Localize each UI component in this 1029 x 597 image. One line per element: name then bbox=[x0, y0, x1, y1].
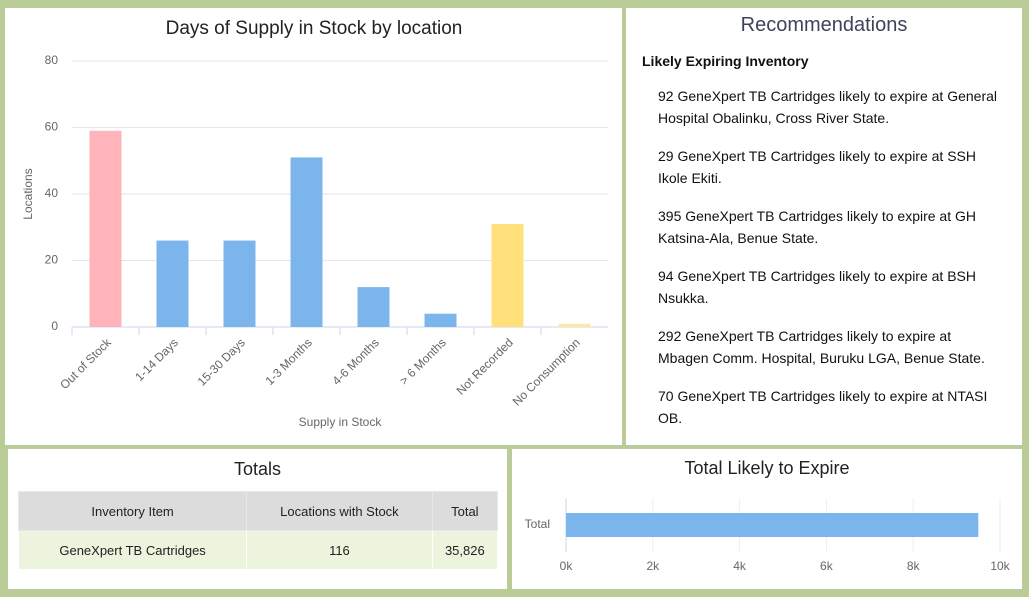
totals-panel: Totals Inventory Item Locations with Stoc… bbox=[8, 449, 507, 589]
x-tick-label: No Consumption bbox=[510, 335, 583, 408]
table-body: GeneXpert TB Cartridges 116 35,826 bbox=[17, 530, 499, 570]
x-tick-label: 8k bbox=[907, 559, 921, 573]
bar bbox=[566, 513, 979, 537]
x-axis-title: Supply in Stock bbox=[299, 415, 383, 429]
x-tick-label: Out of Stock bbox=[57, 335, 114, 392]
recommendation: 292 GeneXpert TB Cartridges likely to ex… bbox=[658, 328, 985, 366]
column-header: Total bbox=[431, 491, 499, 531]
bar bbox=[156, 240, 189, 327]
y-axis-title: Locations bbox=[21, 168, 35, 219]
y-tick-label: 80 bbox=[45, 53, 59, 67]
table-cell: 116 bbox=[246, 530, 433, 570]
recommendation: 29 GeneXpert TB Cartridges likely to exp… bbox=[658, 148, 977, 186]
recommendations-panel: Recommendations Likely Expiring Inventor… bbox=[626, 8, 1022, 445]
recommendation: 395 GeneXpert TB Cartridges likely to ex… bbox=[658, 208, 977, 246]
x-tick-label: > 6 Months bbox=[397, 335, 449, 387]
table-cell: GeneXpert TB Cartridges bbox=[17, 530, 248, 570]
bar bbox=[89, 130, 122, 327]
panel-title: Totals bbox=[233, 459, 282, 479]
y-tick-label: Total bbox=[525, 517, 550, 531]
x-tick-label: 1-14 Days bbox=[132, 335, 181, 384]
bar bbox=[491, 223, 524, 327]
recommendation-list: 92 GeneXpert TB Cartridges likely to exp… bbox=[626, 85, 1022, 429]
chart-title: Days of Supply in Stock by location bbox=[166, 18, 463, 39]
table-row: GeneXpert TB Cartridges 116 35,826 bbox=[17, 530, 499, 570]
bar bbox=[424, 313, 457, 327]
y-tick-label: 40 bbox=[45, 186, 59, 200]
y-tick-label: 60 bbox=[45, 120, 59, 134]
x-tick-label: 4-6 Months bbox=[330, 335, 382, 387]
y-tick-label: 20 bbox=[45, 253, 59, 267]
panel-title: Recommendations bbox=[740, 14, 908, 36]
x-tick-label: 0k bbox=[560, 559, 574, 573]
totals-table: Inventory Item Locations with Stock Total … bbox=[17, 491, 499, 570]
y-tick-label: 0 bbox=[51, 319, 58, 333]
bar bbox=[223, 240, 256, 327]
x-tick-label: 6k bbox=[820, 559, 834, 573]
x-tick-label: 10k bbox=[990, 559, 1010, 573]
panel-subtitle: Likely Expiring Inventory bbox=[642, 53, 809, 69]
table-cell: 35,826 bbox=[431, 530, 499, 570]
bar bbox=[357, 287, 390, 327]
x-tick-label: 4k bbox=[733, 559, 747, 573]
chart-title: Total Likely to Expire bbox=[684, 458, 849, 478]
x-tick-label: 2k bbox=[646, 559, 660, 573]
recommendation: 92 GeneXpert TB Cartridges likely to exp… bbox=[658, 88, 998, 126]
bar bbox=[290, 157, 323, 327]
recommendation: 94 GeneXpert TB Cartridges likely to exp… bbox=[658, 268, 977, 306]
x-tick-label: 1-3 Months bbox=[263, 335, 315, 387]
x-tick-label: 15-30 Days bbox=[195, 335, 248, 388]
recommendation: 70 GeneXpert TB Cartridges likely to exp… bbox=[658, 388, 988, 426]
bar bbox=[558, 323, 591, 327]
x-tick-label: Not Recorded bbox=[454, 335, 516, 397]
